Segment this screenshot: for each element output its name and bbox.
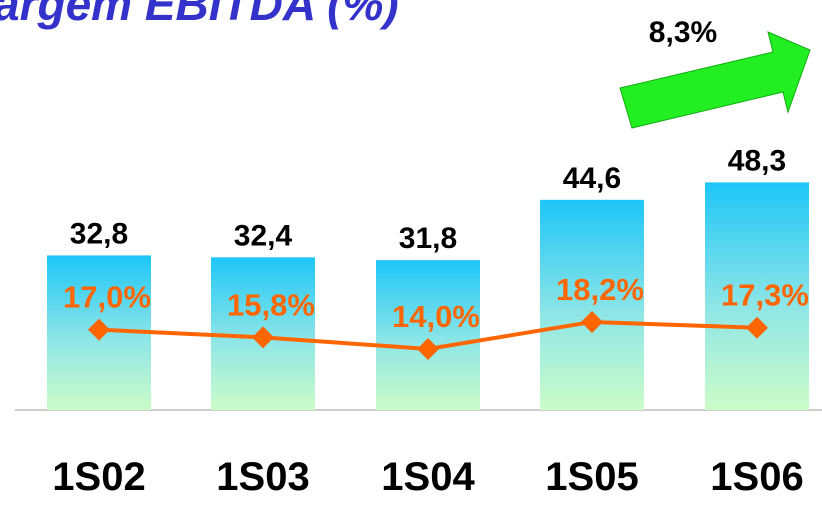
bar [705, 182, 809, 410]
bar-value-label: 32,4 [234, 219, 293, 252]
line-marker [252, 326, 274, 349]
bar-value-label: 44,6 [563, 162, 621, 195]
annotation: 8,3% [649, 16, 717, 49]
line-value-label: 18,2% [556, 272, 644, 307]
trend-arrow [619, 31, 811, 129]
line-marker [581, 310, 603, 333]
x-tick-label: 1S06 [710, 455, 803, 499]
bar-value-label: 48,3 [728, 144, 786, 177]
line-value-label: 14,0% [392, 299, 480, 334]
x-tick-label: 1S03 [216, 455, 309, 499]
line-marker [417, 337, 439, 360]
bar-value-label: 31,8 [399, 222, 457, 255]
line-value-label: 15,8% [227, 287, 315, 322]
line-value-label: 17,0% [63, 280, 151, 315]
x-tick-label: 1S05 [545, 455, 638, 499]
bar-value-label: 32,8 [70, 217, 128, 250]
bar [540, 199, 644, 410]
x-tick-label: 1S02 [52, 455, 145, 499]
line-marker [88, 318, 110, 341]
line-value-label: 17,3% [721, 278, 809, 313]
x-tick-label: 1S04 [381, 455, 475, 499]
line-marker [746, 316, 768, 339]
chart-title: argem EBITDA (%) [0, 0, 399, 30]
bar [376, 260, 480, 410]
